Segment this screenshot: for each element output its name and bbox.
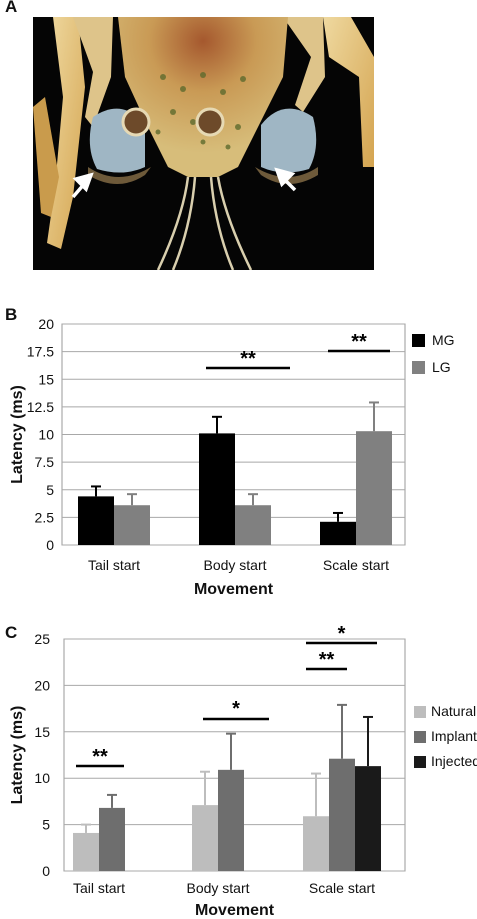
legend-label: Implant (431, 728, 477, 744)
crayfish-body (118, 17, 288, 177)
bar-natural-0 (73, 832, 99, 871)
bar-implant-2 (329, 758, 355, 871)
x-category-label: Scale start (309, 880, 375, 896)
bar-implant-1 (218, 769, 244, 871)
legend-swatch (414, 756, 426, 768)
significance-label: ** (319, 649, 335, 671)
bar-lg-1 (235, 505, 271, 545)
bar-natural-2 (303, 816, 329, 871)
antennae (156, 176, 253, 270)
left-leg-shape-outer (33, 97, 59, 217)
panel-c-letter: C (5, 623, 18, 642)
left-leg-shape (47, 17, 85, 249)
legend-label: Natural (431, 703, 476, 719)
bar-injected-2 (355, 766, 381, 871)
arrow-left-head (72, 172, 94, 193)
panel-b-letter: B (5, 305, 18, 324)
significance-label: ** (240, 348, 256, 370)
significance-label: ** (351, 331, 367, 353)
bar-lg-0 (114, 505, 150, 545)
x-axis-title: Movement (194, 581, 274, 598)
y-tick-label: 20 (34, 677, 50, 693)
x-category-label: Tail start (73, 880, 125, 896)
bar-mg-2 (320, 521, 356, 545)
y-tick-label: 20 (38, 316, 54, 332)
legend-swatch (412, 334, 425, 347)
right-scale-appendage (261, 108, 317, 173)
legend-swatch (414, 706, 426, 718)
bar-natural-1 (192, 805, 218, 871)
bar-mg-0 (78, 496, 114, 545)
y-axis-title: Latency (ms) (9, 385, 26, 484)
x-category-label: Scale start (323, 557, 389, 573)
significance-label: * (338, 623, 346, 645)
y-tick-label: 2.5 (35, 509, 55, 525)
arrows (71, 167, 297, 199)
chart-c: 0 5 10 15 20 25 Tail start Body start Scale star… (9, 623, 477, 919)
y-tick-label: 10 (38, 427, 54, 443)
right-leg-shape (323, 17, 374, 167)
y-tick-label: 15 (38, 371, 54, 387)
y-tick-label: 7.5 (35, 454, 55, 470)
legend-label: Injected (431, 753, 477, 769)
significance-label: * (232, 698, 240, 720)
y-axis-title: Latency (ms) (9, 706, 26, 805)
significance-label: ** (92, 746, 108, 768)
y-tick-label: 12.5 (27, 399, 54, 415)
legend-label: LG (432, 359, 451, 375)
y-tick-label: 0 (42, 863, 50, 879)
x-category-label: Body start (186, 880, 249, 896)
panel-a-letter: A (5, 0, 18, 16)
x-axis-title: Movement (195, 902, 275, 919)
crayfish-photo (33, 17, 374, 270)
right-upper-leg (283, 17, 325, 112)
left-upper-leg (73, 17, 113, 127)
x-category-label: Body start (203, 557, 266, 573)
legend-swatch (412, 361, 425, 374)
bar-mg-1 (199, 433, 235, 545)
y-tick-label: 5 (46, 482, 54, 498)
legend-swatch (414, 731, 426, 743)
x-category-label: Tail start (88, 557, 140, 573)
y-tick-label: 10 (34, 770, 50, 786)
bar-lg-2 (356, 431, 392, 545)
arrow-right-head (274, 167, 296, 188)
right-eye (195, 107, 225, 137)
y-tick-label: 5 (42, 817, 50, 833)
y-tick-label: 17.5 (27, 344, 54, 360)
y-tick-label: 15 (34, 724, 50, 740)
bar-implant-0 (99, 807, 125, 871)
chart-b: 0 2.5 5 7.5 10 12.5 15 17.5 20 Tail start Body sta… (9, 316, 455, 598)
y-tick-label: 25 (34, 631, 50, 647)
left-fringe (88, 167, 151, 184)
y-tick-label: 0 (46, 537, 54, 553)
right-fringe (255, 167, 318, 184)
left-eye (121, 107, 151, 137)
legend-label: MG (432, 332, 455, 348)
